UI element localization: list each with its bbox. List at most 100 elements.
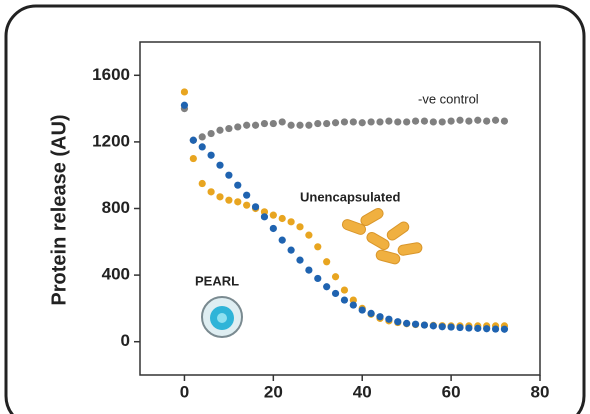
data-point — [189, 136, 197, 144]
data-point — [305, 121, 313, 129]
data-point — [260, 208, 269, 216]
data-point — [260, 213, 269, 221]
series-label: PEARL — [195, 273, 239, 288]
data-point — [500, 325, 509, 333]
y-tick-label: 400 — [102, 265, 130, 284]
data-point — [260, 119, 269, 128]
data-point — [189, 154, 197, 163]
data-point — [243, 191, 251, 199]
y-tick-label: 1600 — [92, 65, 130, 84]
data-point — [438, 323, 446, 331]
data-point — [483, 117, 491, 125]
x-tick-label: 80 — [531, 382, 550, 401]
data-point — [385, 315, 393, 323]
data-point — [456, 116, 464, 124]
data-point — [385, 117, 393, 125]
data-point — [314, 274, 322, 283]
data-point — [296, 256, 304, 264]
data-point — [420, 117, 429, 125]
data-point — [207, 188, 215, 196]
y-tick-label: 800 — [102, 198, 130, 217]
data-point — [296, 223, 304, 231]
data-point — [243, 121, 251, 129]
data-point — [278, 236, 286, 244]
data-point — [403, 118, 411, 126]
y-axis-label: Protein release (AU) — [48, 114, 70, 305]
data-point — [411, 320, 420, 328]
data-point — [198, 143, 206, 151]
data-point — [225, 196, 233, 204]
data-point — [358, 119, 366, 127]
data-point — [331, 273, 340, 281]
data-point — [207, 151, 215, 159]
data-point — [207, 129, 215, 138]
data-point — [438, 118, 446, 126]
data-point — [340, 118, 349, 126]
data-point — [287, 218, 295, 226]
data-point — [225, 171, 233, 179]
data-point — [340, 296, 349, 304]
data-point — [367, 309, 375, 317]
data-point — [358, 306, 366, 314]
data-point — [376, 313, 384, 321]
data-point — [234, 181, 242, 189]
data-point — [180, 101, 189, 109]
data-point — [287, 246, 295, 254]
data-point — [234, 123, 242, 131]
data-point — [429, 118, 437, 126]
pearl-icon — [201, 296, 243, 338]
data-point — [323, 258, 331, 266]
data-point — [269, 119, 277, 128]
data-point — [314, 119, 322, 128]
data-point — [331, 119, 340, 127]
data-point — [500, 117, 509, 125]
data-point — [296, 121, 304, 129]
data-point — [323, 283, 331, 291]
data-point — [216, 193, 224, 201]
y-tick-label: 1200 — [92, 131, 130, 150]
data-point — [349, 296, 357, 304]
data-point — [491, 116, 500, 124]
y-tick-label: 0 — [121, 331, 130, 350]
data-point — [323, 119, 331, 128]
data-point — [367, 118, 375, 126]
data-point — [465, 117, 473, 125]
data-point — [305, 231, 313, 239]
data-point — [269, 211, 277, 219]
data-point — [251, 121, 260, 129]
data-point — [447, 117, 455, 125]
data-point — [278, 118, 286, 126]
data-point — [411, 117, 420, 125]
data-point — [465, 324, 473, 332]
data-point — [180, 88, 189, 96]
data-point — [278, 214, 286, 223]
data-point — [234, 198, 242, 206]
data-point — [483, 325, 491, 333]
series-label: Unencapsulated — [300, 189, 400, 204]
data-point — [456, 323, 464, 332]
data-point — [376, 118, 384, 126]
data-point — [349, 118, 357, 126]
data-point — [447, 323, 455, 331]
data-point — [340, 286, 349, 294]
data-point — [474, 324, 482, 332]
data-point — [198, 179, 206, 188]
data-point — [491, 325, 500, 333]
data-point — [216, 126, 224, 134]
data-point — [314, 243, 322, 251]
data-point — [225, 124, 233, 133]
x-tick-label: 40 — [353, 382, 372, 401]
data-point — [251, 203, 260, 211]
data-point — [287, 121, 295, 129]
frame — [4, 4, 586, 414]
x-tick-label: 0 — [180, 382, 189, 401]
data-point — [216, 161, 224, 169]
data-point — [269, 224, 277, 233]
series-label: -ve control — [418, 91, 479, 106]
data-point — [394, 118, 402, 126]
data-point — [394, 318, 402, 326]
data-point — [429, 322, 437, 330]
x-tick-label: 20 — [264, 382, 283, 401]
data-point — [349, 301, 357, 309]
